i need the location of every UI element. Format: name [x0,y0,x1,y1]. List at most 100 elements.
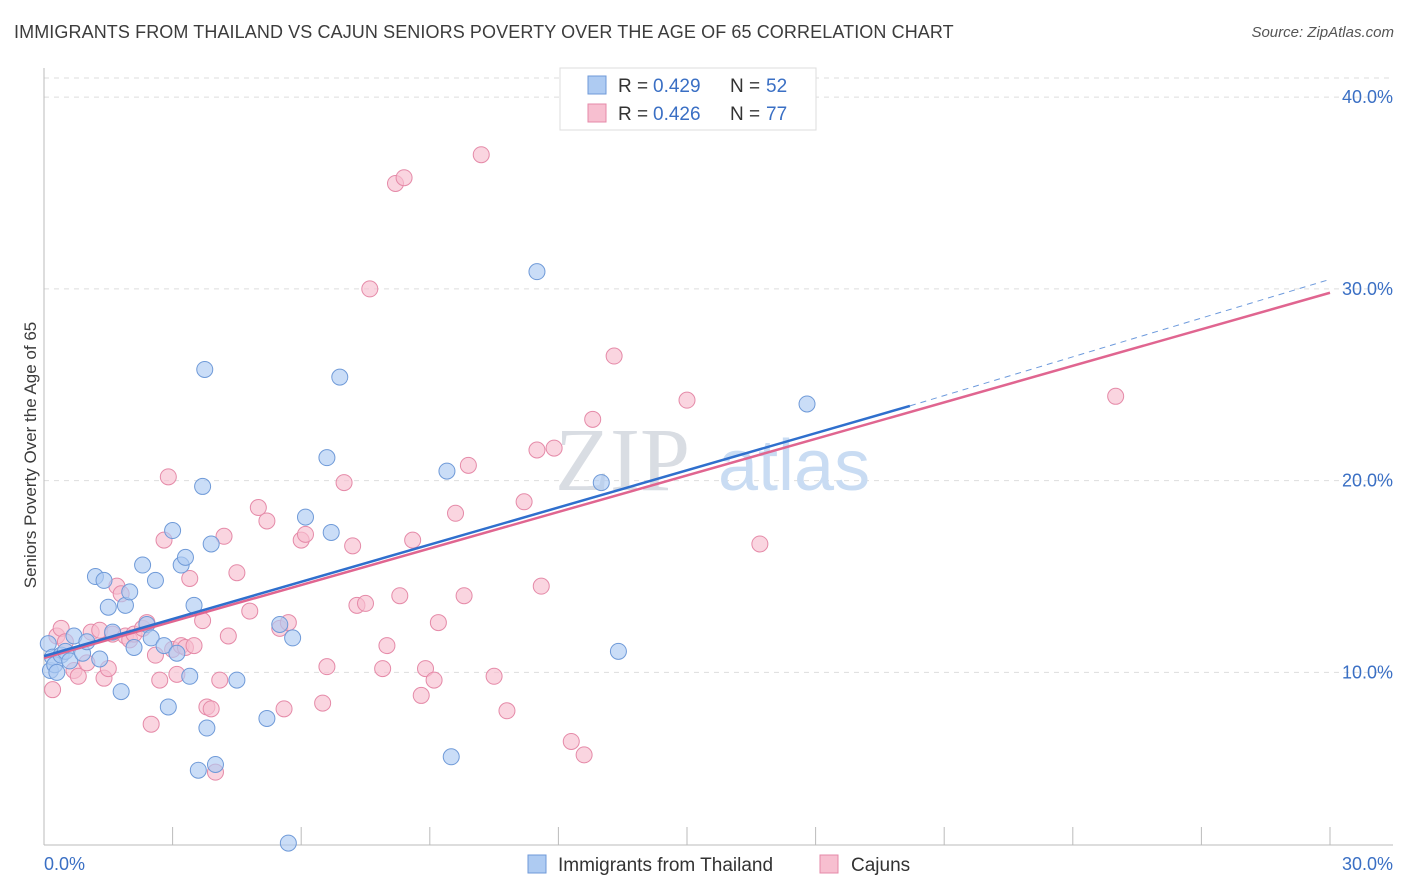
thailand-point [134,556,152,574]
cajuns-point [751,535,769,553]
thailand-point [296,508,314,526]
cajuns-point [335,474,353,492]
thailand-point [331,368,349,386]
cajuns-point [562,732,580,750]
cajuns-point [69,667,87,685]
thailand-point [146,571,164,589]
y-tick-label: 30.0% [1342,279,1393,299]
x-tick-label-min: 0.0% [44,854,85,874]
thailand-point [271,615,289,633]
thailand-point [142,629,160,647]
thailand-point [798,395,816,413]
cajuns-point [404,531,422,549]
x-tick-label-max: 30.0% [1342,854,1393,874]
cajuns-point [211,671,229,689]
y-axis-label: Seniors Poverty Over the Age of 65 [21,322,40,588]
thailand-point [95,571,113,589]
thailand-point [609,642,627,660]
cajuns-point [378,637,396,655]
cajuns-point [412,686,430,704]
gridlines [44,77,1393,673]
cajuns-point [215,527,233,545]
thailand-point [438,462,456,480]
cajuns-point [584,410,602,428]
cajuns-point [361,280,379,298]
thailand-points [39,263,816,852]
cajuns-point [159,468,177,486]
source-label: Source: ZipAtlas.com [1251,24,1394,41]
watermark-atlas: atlas [718,426,870,506]
y-tick-label: 10.0% [1342,662,1393,682]
cajuns-point [344,537,362,555]
cajuns-point [528,441,546,459]
legend-r-value-pink: 0.426 [653,104,701,125]
legend-n-label-blue: N = [730,76,760,97]
thailand-point [228,671,246,689]
cajuns-trend-line [43,291,1331,660]
thailand-point [206,755,224,773]
thailand-point [112,683,130,701]
y-tick-label: 40.0% [1342,87,1393,107]
legend-r-value-blue: 0.429 [653,76,701,97]
thailand-point [164,522,182,540]
legend-n-label-pink: N = [730,104,760,125]
y-tick-labels: 10.0% 20.0% 30.0% 40.0% [1342,87,1393,682]
cajuns-point [455,587,473,605]
series-legend-label-cajuns: Cajuns [851,855,910,876]
thailand-point [194,477,212,495]
thailand-point [592,474,610,492]
thailand-point [202,535,220,553]
cajuns-point [678,391,696,409]
y-tick-label: 20.0% [1342,471,1393,491]
cajuns-point [185,637,203,655]
thailand-point [155,637,173,655]
thailand-point [121,583,139,601]
watermark-zip: ZIP [555,411,690,510]
legend-r-label-pink: R = [618,104,648,125]
stats-legend: R = 0.429 N = 52 R = 0.426 N = 77 [559,67,817,131]
cajuns-point [545,439,563,457]
cajuns-point [395,169,413,187]
cajuns-point [258,512,276,530]
cajuns-point [249,499,267,517]
cajuns-point [425,671,443,689]
thailand-trend-extension [909,278,1331,407]
cajuns-point [357,594,374,612]
cajuns-point [275,700,293,718]
thailand-point [442,748,460,766]
series-legend-swatch-thailand [527,854,547,874]
series-legend-swatch-cajuns [819,854,839,874]
thailand-point [189,761,207,779]
thailand-trend-line [43,404,911,658]
axes [43,68,1393,846]
legend-r-label-blue: R = [618,76,648,97]
thailand-point [176,548,194,566]
cajuns-point [181,569,199,587]
thailand-point [284,629,302,647]
cajuns-point [417,660,435,678]
thailand-point [168,644,186,662]
chart-title: IMMIGRANTS FROM THAILAND VS CAJUN SENIOR… [14,22,954,42]
cajuns-point [532,577,550,595]
thailand-point [279,834,297,852]
thailand-point [159,698,177,716]
cajuns-point [498,702,516,720]
cajuns-point [318,658,336,676]
thailand-point [125,638,143,656]
thailand-point [322,523,340,541]
cajuns-point [1107,387,1125,405]
legend-n-value-pink: 77 [766,104,787,125]
cajuns-point [314,694,332,712]
thailand-point [48,663,66,681]
cajuns-point [142,715,160,733]
cajuns-point [151,671,169,689]
thailand-point [181,667,199,685]
legend-swatch-blue [587,75,607,95]
thailand-point [196,360,214,378]
cajuns-point [241,602,259,620]
cajuns-point [219,627,237,645]
thailand-point [61,652,79,670]
cajuns-point [296,525,314,543]
cajuns-point [515,493,533,511]
cajuns-point [228,564,246,582]
